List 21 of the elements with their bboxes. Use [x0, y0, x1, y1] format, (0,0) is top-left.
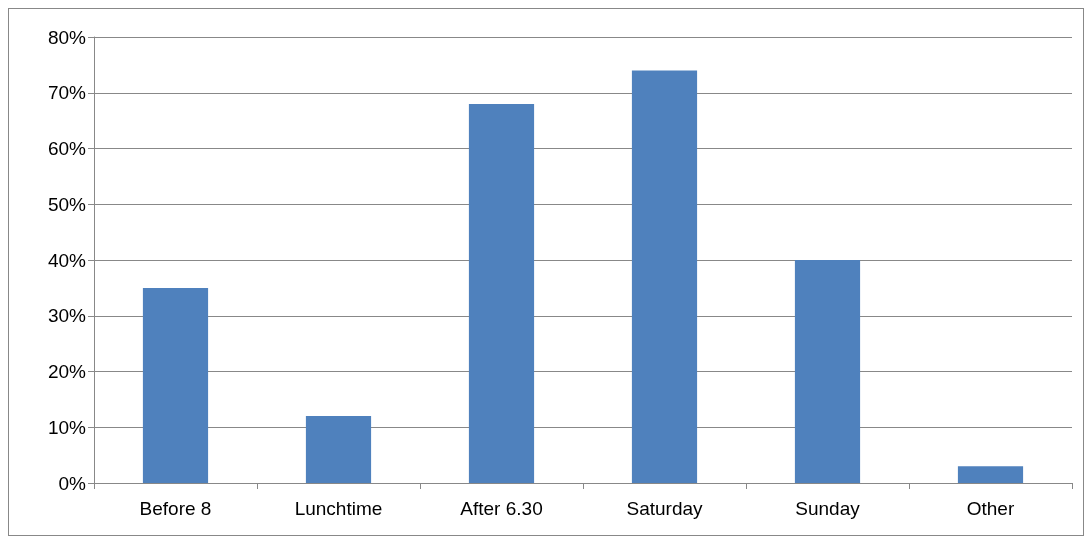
bar: [468, 103, 535, 483]
bar: [142, 287, 209, 483]
y-tick-label: 50%: [47, 193, 87, 215]
x-tick-label: Saturday: [626, 498, 704, 519]
y-tick-label: 70%: [47, 82, 87, 104]
x-tick-label: After 6.30: [460, 498, 543, 519]
x-tick-label: Other: [966, 498, 1015, 519]
bar: [957, 466, 1024, 483]
y-tick-label: 0%: [58, 472, 87, 494]
bar: [794, 260, 861, 483]
x-tick-label: Before 8: [139, 498, 212, 519]
y-tick-label: 30%: [47, 305, 87, 327]
y-tick-label: 20%: [47, 361, 87, 382]
bar: [305, 416, 372, 483]
y-tick-label: 10%: [47, 416, 87, 438]
bar: [631, 70, 698, 483]
x-tick-label: Lunchtime: [294, 498, 383, 519]
y-tick-label: 80%: [47, 26, 87, 48]
x-tick-label: Sunday: [795, 498, 861, 519]
y-tick-label: 40%: [47, 249, 87, 271]
y-tick-label: 60%: [47, 138, 87, 159]
